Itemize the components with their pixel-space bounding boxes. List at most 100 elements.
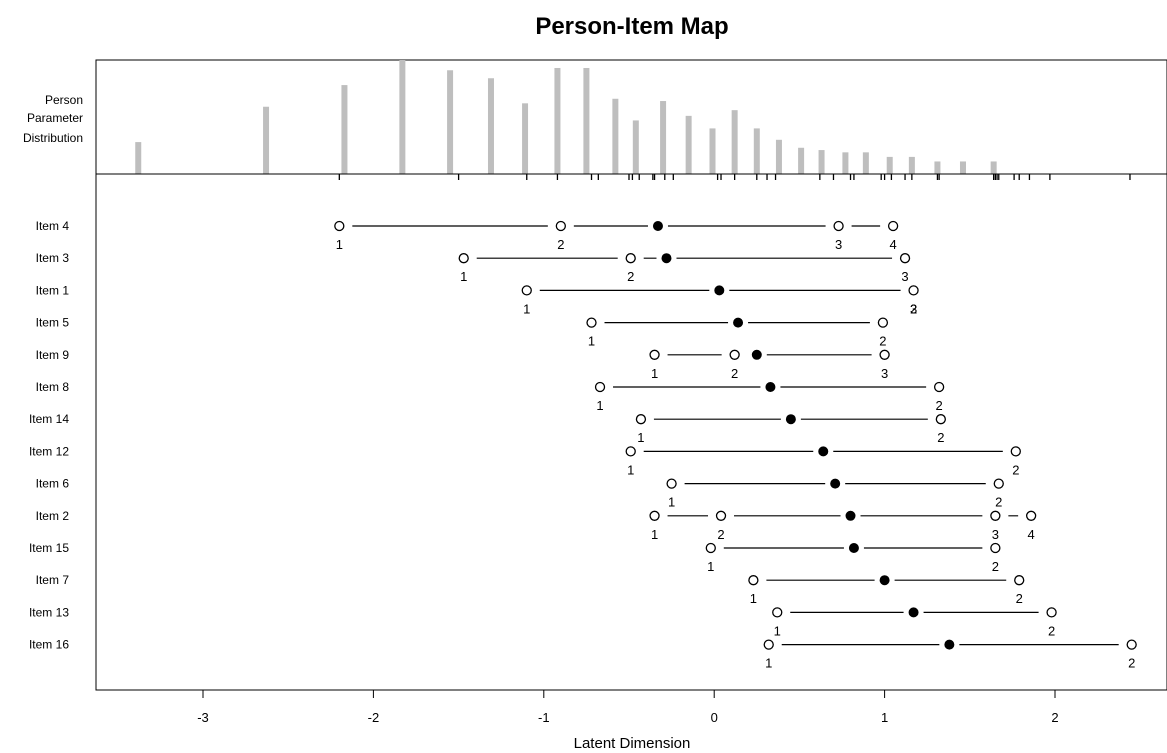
threshold-label: 2 — [627, 269, 634, 284]
threshold-label: 2 — [1048, 623, 1055, 638]
threshold-label: 3 — [910, 301, 917, 316]
person-distribution-bar — [908, 156, 915, 174]
item-row: Item 1 1 23 — [36, 283, 927, 316]
item-label: Item 2 — [36, 509, 70, 523]
threshold-point — [1126, 639, 1137, 650]
item-location-point — [845, 510, 856, 521]
person-distribution-bar — [990, 161, 997, 174]
threshold-point — [334, 220, 345, 232]
threshold-point — [935, 414, 946, 425]
threshold-point — [990, 510, 1001, 521]
item-row: Item 9 1 2 3 — [36, 348, 898, 381]
threshold-point — [833, 220, 844, 232]
threshold-point — [458, 253, 469, 264]
person-rug-ticks — [338, 174, 1131, 180]
threshold-point — [1010, 446, 1021, 457]
threshold-label: 2 — [1012, 462, 1019, 477]
item-location-point — [818, 446, 829, 457]
x-axis-label: Latent Dimension — [574, 735, 691, 752]
person-panel-label-line: Distribution — [23, 131, 83, 145]
person-distribution-bar — [934, 161, 941, 174]
threshold-point — [1025, 510, 1037, 521]
person-distribution-bar — [842, 152, 849, 174]
item-label: Item 1 — [36, 283, 70, 297]
item-location-point — [830, 478, 841, 489]
item-location-point — [848, 543, 859, 553]
item-location-point — [908, 607, 919, 618]
threshold-label: 2 — [1016, 591, 1023, 606]
threshold-point — [625, 446, 636, 457]
person-panel-label: Person Parameter Distribution — [23, 93, 83, 145]
threshold-label: 3 — [992, 527, 999, 542]
person-distribution-bar — [959, 161, 966, 174]
threshold-point — [879, 349, 890, 360]
x-axis-tick-label: -1 — [538, 710, 550, 725]
threshold-label: 2 — [731, 366, 738, 381]
x-axis-tick-label: 0 — [711, 710, 718, 725]
person-distribution-bar — [775, 139, 782, 174]
threshold-label: 1 — [336, 237, 343, 252]
person-distribution-bar — [583, 67, 590, 174]
item-label: Item 16 — [29, 638, 69, 652]
threshold-label: 1 — [460, 269, 467, 284]
item-row: Item 5 1 2 — [36, 316, 896, 349]
person-distribution-bar — [399, 60, 406, 174]
item-row: Item 13 1 2 — [29, 605, 1065, 638]
threshold-point — [649, 349, 660, 360]
threshold-point — [625, 253, 636, 264]
threshold-point — [521, 285, 532, 296]
threshold-point — [908, 285, 919, 296]
threshold-label: 1 — [765, 656, 772, 671]
threshold-label: 1 — [637, 430, 644, 445]
threshold-label: 3 — [881, 366, 888, 381]
person-distribution-bar — [753, 128, 760, 174]
threshold-label: 2 — [937, 430, 944, 445]
person-distribution-bar — [660, 101, 667, 174]
threshold-label: 3 — [901, 269, 908, 284]
item-row: Item 14 1 2 — [29, 412, 954, 445]
threshold-label: 1 — [627, 462, 634, 477]
person-distribution-bar — [632, 120, 639, 174]
item-label: Item 8 — [36, 380, 70, 394]
person-panel: Person Parameter Distribution — [23, 59, 1167, 180]
x-axis-tick-label: -3 — [197, 710, 209, 725]
threshold-point — [666, 478, 677, 489]
person-distribution-bar — [522, 103, 529, 174]
item-row: Item 7 1 2 — [36, 573, 1033, 606]
item-label: Item 14 — [29, 412, 69, 426]
threshold-point — [555, 220, 566, 232]
threshold-label: 1 — [596, 398, 603, 413]
threshold-point — [877, 317, 889, 328]
person-distribution-bar — [862, 152, 869, 174]
item-label: Item 15 — [29, 541, 69, 555]
item-location-point — [785, 414, 796, 425]
threshold-point — [763, 639, 774, 650]
threshold-label: 2 — [557, 237, 564, 252]
threshold-label: 2 — [879, 334, 886, 349]
person-distribution-bar — [818, 150, 825, 174]
item-row: Item 4 1 2 3 4 — [36, 219, 907, 252]
threshold-point — [586, 317, 597, 328]
threshold-label: 2 — [995, 495, 1002, 510]
person-distribution-bar — [135, 142, 142, 174]
threshold-point — [748, 575, 759, 586]
threshold-label: 2 — [936, 398, 943, 413]
x-axis-tick-label: -2 — [368, 710, 380, 725]
item-row: Item 2 1 2 3 4 — [36, 509, 1045, 542]
item-label: Item 12 — [29, 444, 69, 458]
person-distribution-bar — [263, 106, 270, 174]
item-row: Item 15 1 2 — [29, 541, 1009, 574]
threshold-point — [715, 510, 727, 521]
threshold-label: 2 — [1128, 656, 1135, 671]
threshold-point — [993, 478, 1004, 489]
threshold-point — [899, 253, 911, 264]
item-row: Item 8 1 2 — [36, 380, 953, 413]
threshold-label: 1 — [651, 527, 658, 542]
person-distribution-bar — [487, 78, 494, 174]
item-location-point — [879, 575, 890, 586]
item-panel-frame — [95, 173, 1167, 691]
threshold-point — [887, 220, 899, 232]
item-location-point — [765, 382, 776, 392]
